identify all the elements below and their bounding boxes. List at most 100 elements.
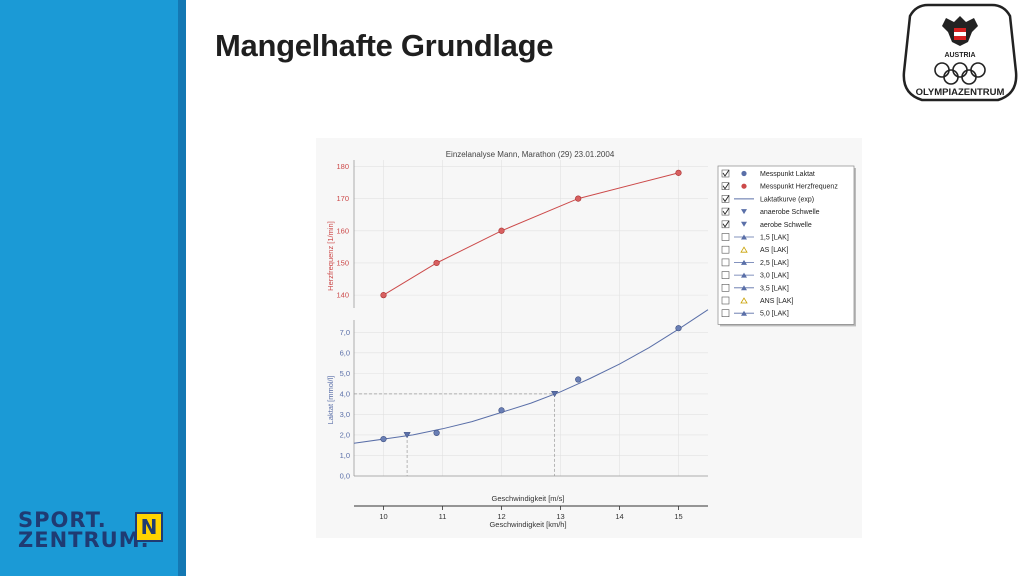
lactate-data-point [433, 429, 440, 436]
legend-item: 3,0 [LAK] [721, 271, 789, 280]
legend-item: anaerobe Schwelle [721, 207, 820, 216]
sport-logo-line2: ZENTRUM. [18, 528, 150, 552]
olympic-rings-icon [934, 62, 986, 85]
legend-item: 2,5 [LAK] [721, 258, 789, 267]
legend-checkbox [721, 169, 730, 178]
sidebar-edge [178, 0, 186, 576]
legend-label: 5,0 [LAK] [760, 311, 789, 318]
axes [353, 160, 708, 507]
legend-triangle-up-icon [741, 259, 747, 265]
legend-checkbox [721, 195, 730, 203]
legend-triangle-open-icon [740, 297, 748, 304]
legend-label: 3,5 [LAK] [760, 285, 789, 292]
sport-logo-line1: SPORT. [18, 508, 107, 532]
x-top-axis-label: Geschwindigkeit [m/s] [492, 494, 565, 503]
olympiazentrum-logo: AUSTRIA OLYMPIAZENTRUM [902, 3, 1018, 102]
lactate-tick-label: 4,0 [340, 389, 350, 398]
x-tick-label: 10 [379, 512, 387, 521]
lactate-tick-label: 1,0 [340, 451, 350, 460]
legend-label: 3,0 [LAK] [760, 273, 789, 280]
legend-item: Messpunkt Laktat [721, 169, 815, 178]
legend-checkbox [721, 258, 730, 267]
lactate-data-point [575, 376, 582, 383]
hr-data-point [575, 195, 582, 202]
lactate-tick-label: 6,0 [340, 348, 350, 357]
hr-axis-label: Herzfrequenz [1/min] [326, 221, 335, 291]
eagle-icon [942, 16, 978, 46]
series-layer [353, 169, 709, 444]
legend-triangle-down-icon [741, 221, 747, 227]
logo-frame [902, 3, 1018, 102]
legend-checkbox [721, 271, 730, 279]
legend-triangle-up-icon [741, 310, 747, 316]
checkmark-icon [722, 169, 730, 177]
legend-item: AS [LAK] [721, 245, 788, 254]
legend-label: Laktatkurve (exp) [760, 196, 814, 203]
hr-data-point [675, 169, 682, 176]
lactate-tick-label: 7,0 [340, 328, 350, 337]
x-tick-label: 15 [674, 512, 682, 521]
chart-title: Einzelanalyse Mann, Marathon (29) 23.01.… [446, 150, 615, 159]
legend-checkbox [721, 245, 730, 254]
plot-area: 180 170 160 150 140 7,0 6,0 5,0 4,0 3,0 2,0 1,0 0,0… [336, 160, 709, 521]
aerobic-threshold-marker [403, 432, 411, 439]
lactate-axis-label: Laktat [mmol/l] [326, 376, 335, 425]
x-axis-ticks: 10 11 12 13 14 15 [379, 506, 683, 521]
lactate-data-point [380, 435, 387, 443]
legend-label: ANS [LAK] [760, 298, 794, 305]
legend-triangle-up-icon [741, 272, 747, 278]
olympiazentrum-text: OLYMPIAZENTRUM [916, 87, 1005, 98]
x-tick-label: 14 [615, 512, 623, 521]
lactate-chart: Einzelanalyse Mann, Marathon (29) 23.01.… [316, 138, 862, 538]
legend-triangle-down-icon [741, 209, 747, 215]
lactate-tick-label: 0,0 [340, 472, 350, 481]
legend-label: anaerobe Schwelle [760, 209, 820, 216]
hr-tick-label: 140 [336, 291, 349, 300]
sport-zentrum-logo: SPORT. ZENTRUM. N [18, 508, 163, 552]
lactate-axis-ticks: 7,0 6,0 5,0 4,0 3,0 2,0 1,0 0,0 [340, 328, 350, 481]
checkmark-icon [722, 195, 730, 203]
noe-badge-icon: N [135, 512, 163, 542]
legend-box [717, 165, 855, 325]
legend-triangle-open-icon [740, 246, 748, 253]
x-tick-label: 13 [556, 512, 564, 521]
hr-data-point [380, 292, 387, 299]
hr-tick-label: 170 [336, 194, 349, 203]
legend-triangle-up-icon [741, 285, 747, 291]
legend-item: Laktatkurve (exp) [721, 195, 814, 203]
chart-legend: Messpunkt Laktat Messpunkt Herzfrequenz La… [717, 165, 856, 327]
legend-item: ANS [LAK] [721, 296, 794, 305]
legend-checkbox [721, 296, 730, 305]
hr-data-point [433, 259, 440, 267]
hr-tick-label: 160 [336, 226, 349, 235]
legend-label: Messpunkt Herzfrequenz [760, 184, 838, 191]
lactate-data-point [675, 325, 682, 332]
austria-text: AUSTRIA [944, 52, 975, 59]
legend-label: aerobe Schwelle [760, 222, 812, 229]
legend-label: 1,5 [LAK] [760, 235, 789, 242]
hr-tick-label: 180 [336, 162, 349, 171]
x-tick-label: 11 [439, 512, 447, 521]
legend-item: 3,5 [LAK] [721, 284, 789, 292]
legend-label: AS [LAK] [760, 247, 788, 254]
legend-item: 5,0 [LAK] [721, 309, 789, 318]
hr-data-point [498, 227, 505, 234]
legend-triangle-up-icon [741, 234, 747, 240]
threshold-guides [354, 393, 555, 476]
lactate-curve-line [353, 309, 709, 444]
legend-label: 2,5 [LAK] [760, 260, 789, 267]
legend-checkbox [721, 220, 730, 229]
lactate-tick-label: 3,0 [340, 410, 350, 419]
checkmark-icon [722, 207, 730, 215]
legend-label: Messpunkt Laktat [760, 171, 815, 178]
legend-checkbox [721, 207, 730, 216]
checkmark-icon [722, 220, 730, 228]
x-tick-label: 12 [497, 512, 505, 521]
lactate-tick-label: 5,0 [340, 369, 350, 378]
sidebar-band [0, 0, 178, 576]
hr-axis-ticks: 180 170 160 150 140 [336, 162, 349, 300]
legend-item: aerobe Schwelle [721, 220, 812, 229]
legend-item: 1,5 [LAK] [721, 233, 789, 242]
lactate-tick-label: 2,0 [340, 430, 350, 439]
legend-item: Messpunkt Herzfrequenz [721, 182, 838, 191]
